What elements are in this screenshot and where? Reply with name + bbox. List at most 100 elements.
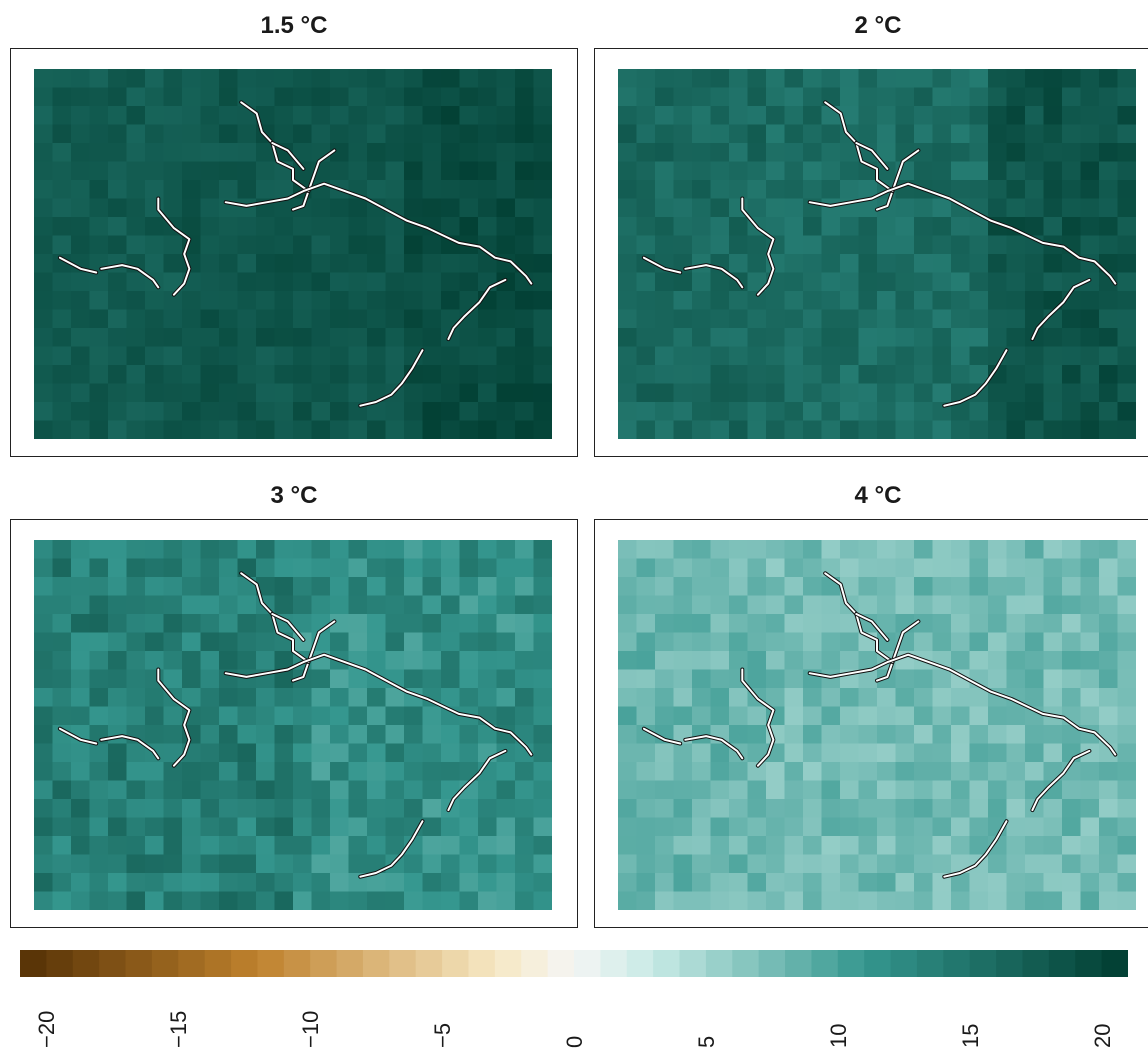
heatmap-cell (515, 217, 535, 237)
heatmap-cell (932, 143, 952, 163)
heatmap-cell (840, 272, 860, 292)
heatmap-cell (459, 328, 479, 348)
heatmap-cell (655, 198, 675, 218)
heatmap-cell (145, 309, 165, 329)
heatmap-cell (1006, 420, 1026, 439)
heatmap-cell (71, 402, 91, 422)
colorbar-segment (283, 950, 311, 977)
heatmap-cell (163, 614, 183, 634)
heatmap-cell (89, 799, 109, 819)
heatmap-cell (71, 632, 91, 652)
heatmap-cell (182, 420, 202, 439)
heatmap-cell (459, 743, 479, 763)
heatmap-cell (895, 688, 915, 708)
heatmap-cell (89, 780, 109, 800)
heatmap-cell (515, 69, 535, 89)
heatmap-cell (89, 762, 109, 782)
heatmap-cell (969, 309, 989, 329)
heatmap-cell (274, 558, 294, 578)
heatmap-cell (348, 309, 368, 329)
heatmap-cell (766, 87, 786, 107)
heatmap-cell (692, 272, 712, 292)
river-line (891, 149, 920, 193)
heatmap-cell (459, 577, 479, 597)
heatmap-cell (784, 198, 804, 218)
heatmap-cell (182, 106, 202, 126)
heatmap-cell (969, 688, 989, 708)
heatmap-cell (710, 651, 730, 671)
heatmap-cell (895, 69, 915, 89)
heatmap-cell (1006, 706, 1026, 726)
heatmap-cell (1006, 854, 1026, 874)
heatmap-cell (673, 688, 693, 708)
heatmap-cell (108, 854, 128, 874)
heatmap-cell (496, 143, 516, 163)
heatmap-cell (256, 402, 276, 422)
heatmap-cell (1099, 762, 1119, 782)
heatmap-cell (1062, 198, 1082, 218)
heatmap-cell (515, 780, 535, 800)
heatmap-cell (71, 780, 91, 800)
heatmap-cell (655, 595, 675, 615)
heatmap-cell (1062, 106, 1082, 126)
heatmap-cell (274, 198, 294, 218)
heatmap-cell (89, 309, 109, 329)
heatmap-cell (256, 69, 276, 89)
heatmap-cell (219, 383, 239, 403)
heatmap-cell (673, 365, 693, 385)
heatmap-cell (932, 595, 952, 615)
heatmap-cell (969, 180, 989, 200)
heatmap-cell (858, 725, 878, 745)
heatmap-cell (914, 254, 934, 274)
heatmap-cell (145, 780, 165, 800)
colorbar-segment (178, 950, 206, 977)
heatmap-cell (895, 836, 915, 856)
heatmap-cell (126, 198, 146, 218)
heatmap-cell (533, 743, 552, 763)
heatmap-cell (459, 198, 479, 218)
heatmap-cell (219, 124, 239, 144)
heatmap-cell (145, 540, 165, 560)
heatmap-cell (710, 291, 730, 311)
heatmap-cell (1117, 272, 1136, 292)
heatmap-cell (89, 817, 109, 837)
heatmap-cell (367, 614, 387, 634)
heatmap-cell (766, 558, 786, 578)
heatmap-cell (692, 328, 712, 348)
heatmap-cell (478, 558, 498, 578)
heatmap-cell (1006, 836, 1026, 856)
heatmap-cell (126, 540, 146, 560)
heatmap-cell (877, 309, 897, 329)
heatmap-cell (404, 632, 424, 652)
heatmap-cell (348, 577, 368, 597)
heatmap-cell (89, 106, 109, 126)
heatmap-cell (988, 651, 1008, 671)
heatmap-cell (1062, 87, 1082, 107)
heatmap-cell (404, 254, 424, 274)
heatmap-cell (163, 161, 183, 181)
heatmap-cell (311, 725, 331, 745)
colorbar-segment (890, 950, 918, 977)
heatmap-cell (256, 420, 276, 439)
heatmap-cell (311, 106, 331, 126)
colorbar-segment (20, 950, 47, 977)
heatmap-cell (330, 743, 350, 763)
heatmap-cell (348, 328, 368, 348)
heatmap-cell (237, 651, 257, 671)
heatmap-cell (274, 272, 294, 292)
heatmap-cell (914, 706, 934, 726)
heatmap-cell (367, 873, 387, 893)
heatmap-cell (914, 743, 934, 763)
heatmap-cell (747, 725, 767, 745)
heatmap-cell (1080, 577, 1100, 597)
heatmap-cell (293, 217, 313, 237)
heatmap-cell (710, 632, 730, 652)
heatmap-cell (533, 577, 552, 597)
heatmap-cell (858, 595, 878, 615)
heatmap-cell (803, 577, 823, 597)
heatmap-cell (348, 762, 368, 782)
heatmap-cell (932, 632, 952, 652)
heatmap-cell (515, 235, 535, 255)
heatmap-cell (729, 309, 749, 329)
heatmap-cell (256, 706, 276, 726)
